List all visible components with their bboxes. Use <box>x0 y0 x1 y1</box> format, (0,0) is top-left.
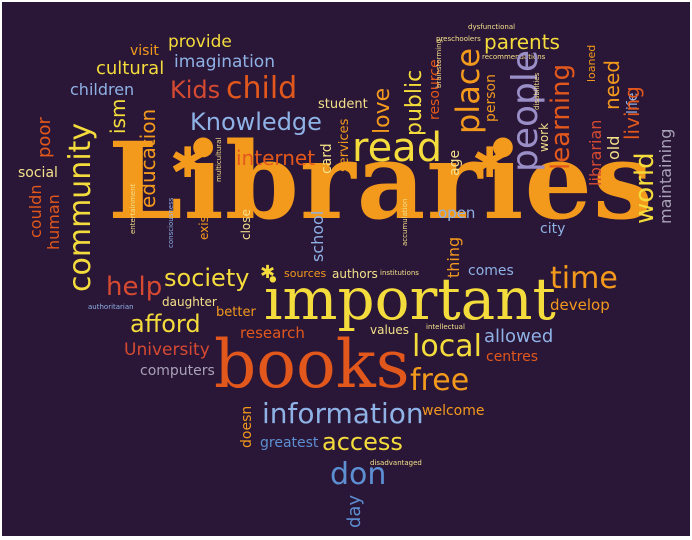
word-libraries: Libraries <box>108 118 654 243</box>
word-multicultural: multicultural <box>215 137 223 182</box>
word-need: need <box>600 60 624 110</box>
word-information: information <box>262 397 424 430</box>
word-computers: computers <box>140 363 215 379</box>
word-develop: develop <box>550 296 610 314</box>
word-authoritarian: authoritarian <box>88 303 134 311</box>
word-doesn: doesn <box>239 405 255 448</box>
word-research: research <box>240 324 305 342</box>
word-work: work <box>537 122 551 152</box>
word-age: age <box>447 149 463 176</box>
word-card: card <box>319 143 335 174</box>
word-couldn: couldn <box>26 184 45 238</box>
word-books: books <box>214 326 410 403</box>
word-services: services <box>337 118 352 172</box>
word-preschoolers: preschoolers <box>436 35 481 43</box>
word-society: society <box>164 264 250 292</box>
word-better: better <box>216 305 256 320</box>
word-disadvantaged: disadvantaged <box>370 459 422 467</box>
word-social: social <box>18 165 58 181</box>
asterisk-icon: ✱ <box>170 138 206 187</box>
word-recommendations: recommendations <box>482 53 546 61</box>
word-consciousness: consciousness <box>167 197 175 248</box>
asterisk-icon: ✱ <box>472 138 508 187</box>
word-parents: parents <box>484 30 560 54</box>
word-free: free <box>410 363 470 398</box>
word-daughter: daughter <box>162 295 217 309</box>
word-librarian: librarian <box>586 119 605 186</box>
word-brainstorming: brainstorming <box>435 38 443 88</box>
word-education: education <box>136 108 160 208</box>
word-city: city <box>540 221 566 237</box>
word-afford: afford <box>130 310 201 338</box>
word-school: school <box>308 210 327 262</box>
word-sources: sources <box>284 267 327 280</box>
word-accumulation: accumulation <box>401 198 409 246</box>
word-child: child <box>226 71 298 106</box>
word-world: world <box>630 152 660 224</box>
word-university: University <box>124 340 210 360</box>
word-local: local <box>412 329 482 364</box>
word-entertainment: entertainment <box>129 183 137 234</box>
word-visit: visit <box>130 43 159 59</box>
word-access: access <box>322 428 403 456</box>
word-children: children <box>70 80 135 99</box>
word-maintaining: maintaining <box>656 128 675 224</box>
word-close: close <box>239 209 253 240</box>
word-love: love <box>370 87 395 134</box>
word-day: day <box>344 494 365 528</box>
word-imagination: imagination <box>174 52 275 72</box>
word-greatest: greatest <box>260 435 319 451</box>
word-disabilities: disabilities <box>533 72 541 110</box>
word-thing: thing <box>444 236 463 278</box>
word-learning: learning <box>546 63 576 170</box>
word-time: time <box>550 261 618 296</box>
word-cultural: cultural <box>96 58 165 79</box>
word-place: place <box>449 47 487 134</box>
word-internet: internet <box>236 146 316 170</box>
word-ism: ism <box>106 98 130 134</box>
word-welcome: welcome <box>422 403 485 419</box>
word-loaned: loaned <box>585 44 598 82</box>
word-community: community <box>63 122 98 292</box>
word-provide: provide <box>168 32 232 52</box>
word-authors: authors <box>332 267 378 281</box>
word-living: living <box>620 86 644 140</box>
word-important: important <box>264 265 556 333</box>
word-person: person <box>483 74 499 122</box>
word-intellectual: intellectual <box>426 323 465 331</box>
word-human: human <box>44 194 63 250</box>
word-comes: comes <box>468 263 514 279</box>
word-read: read <box>352 125 443 171</box>
word-people: people <box>505 49 546 172</box>
word-institutions: institutions <box>380 269 419 277</box>
word-poor: poor <box>34 117 55 158</box>
word-help: help <box>106 272 163 302</box>
word-values: values <box>370 323 410 337</box>
word-kids: Kids <box>170 76 221 104</box>
word-existence: existence <box>197 182 211 240</box>
word-open: open <box>438 204 476 222</box>
asterisk-icon: ✱ <box>260 262 276 283</box>
word-student: student <box>318 97 368 112</box>
word-don: don <box>330 457 387 492</box>
word-allowed: allowed <box>484 326 554 347</box>
word-dysfunctional: dysfunctional <box>468 23 516 31</box>
word-knowledge: Knowledge <box>190 108 322 136</box>
word-centres: centres <box>486 349 539 365</box>
word-public: public <box>402 69 427 136</box>
